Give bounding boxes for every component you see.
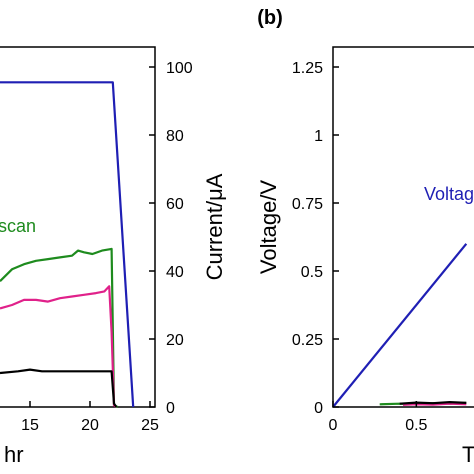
voltage-y-tick-label: 0 bbox=[314, 400, 323, 417]
time-axis-label-right: T bbox=[462, 442, 474, 467]
current-plot-frame bbox=[0, 46, 156, 408]
current-y-tick-label: 80 bbox=[166, 128, 184, 145]
current-series-line-3 bbox=[0, 368, 118, 408]
voltage-y-ticks: 0 0.25 0.5 0.75 1 1.25 bbox=[292, 60, 339, 417]
voltage-y-tick-label: 0.25 bbox=[292, 332, 323, 349]
current-x-tick-label: 25 bbox=[141, 417, 159, 434]
current-series-line-2 bbox=[0, 285, 118, 408]
voltage-series-line-0 bbox=[332, 243, 468, 408]
current-series-line-1 bbox=[0, 247, 119, 408]
voltage-y-tick-label: 0.5 bbox=[301, 264, 323, 281]
current-series-line-0 bbox=[0, 81, 135, 408]
voltage-plot-frame bbox=[332, 46, 474, 408]
current-x-tick-label: 20 bbox=[81, 417, 99, 434]
voltage-x-ticks: 0 0.5 bbox=[329, 401, 428, 434]
current-y-tick-label: 0 bbox=[166, 400, 175, 417]
current-y-ticks: 0 20 40 60 80 100 bbox=[149, 60, 193, 417]
scan-annotation: scan bbox=[0, 216, 36, 236]
current-x-ticks: 15 20 25 bbox=[21, 401, 159, 434]
voltage-y-tick-label: 0.75 bbox=[292, 196, 323, 213]
current-y-tick-label: 60 bbox=[166, 196, 184, 213]
current-y-tick-label: 100 bbox=[166, 60, 193, 77]
voltage-series-line-3 bbox=[399, 401, 467, 405]
voltage-series-group bbox=[332, 243, 468, 408]
voltage-series-line-2 bbox=[402, 402, 467, 406]
voltage-x-tick-label: 0 bbox=[329, 417, 338, 434]
voltage-y-tick-label: 1 bbox=[314, 128, 323, 145]
current-x-tick-label: 15 bbox=[21, 417, 39, 434]
current-y-tick-label: 40 bbox=[166, 264, 184, 281]
current-y-tick-label: 20 bbox=[166, 332, 184, 349]
current-panel: 0 20 40 60 80 100 15 20 25 Current/μA hr scan bbox=[0, 46, 227, 467]
voltage-annotation: Voltag bbox=[424, 184, 474, 204]
panel-label-b: (b) bbox=[257, 7, 283, 29]
current-series-group bbox=[0, 81, 135, 408]
voltage-axis-label: Voltage/V bbox=[256, 180, 281, 275]
voltage-y-tick-label: 1.25 bbox=[292, 60, 323, 77]
time-axis-label-left: hr bbox=[4, 442, 24, 467]
current-axis-label: Current/μA bbox=[202, 173, 227, 280]
voltage-x-tick-label: 0.5 bbox=[405, 417, 427, 434]
